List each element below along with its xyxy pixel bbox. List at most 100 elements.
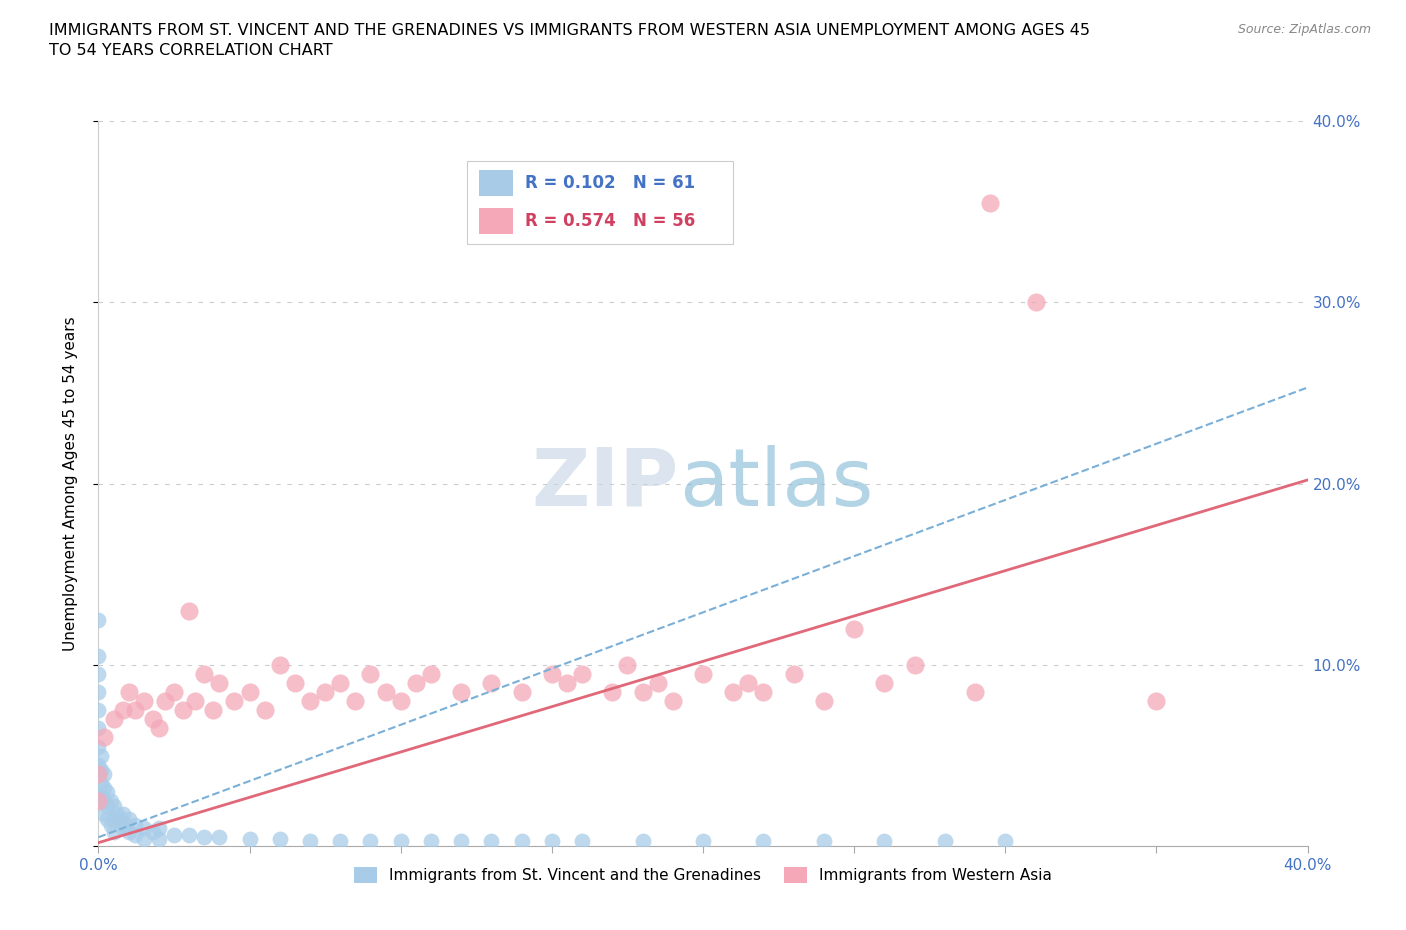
Point: [118, 684, 141, 699]
Point: [103, 824, 125, 839]
Point: [208, 675, 231, 690]
Point: [111, 806, 134, 821]
Point: [148, 721, 170, 736]
Point: [163, 828, 186, 843]
Point: [93, 781, 115, 796]
Point: [994, 833, 1017, 848]
Point: [96, 812, 118, 827]
Point: [389, 833, 412, 848]
Point: [224, 694, 246, 709]
Point: [103, 712, 125, 727]
Point: [93, 730, 115, 745]
Point: [329, 675, 352, 690]
Point: [540, 667, 562, 682]
Point: [100, 793, 122, 808]
Point: [269, 658, 291, 672]
Point: [87, 667, 110, 682]
Point: [481, 833, 503, 848]
Point: [299, 694, 322, 709]
Point: [813, 694, 835, 709]
Text: R = 0.102   N = 61: R = 0.102 N = 61: [526, 174, 696, 192]
Point: [87, 793, 110, 808]
Point: [148, 831, 170, 846]
Point: [752, 833, 775, 848]
Text: Source: ZipAtlas.com: Source: ZipAtlas.com: [1237, 23, 1371, 36]
Point: [118, 812, 141, 827]
Point: [360, 833, 382, 848]
Point: [540, 833, 562, 848]
Point: [1024, 295, 1046, 310]
Point: [172, 703, 194, 718]
Point: [344, 694, 367, 709]
Point: [90, 763, 112, 777]
Point: [142, 712, 165, 727]
Point: [90, 748, 112, 763]
Text: R = 0.574   N = 56: R = 0.574 N = 56: [526, 212, 696, 230]
FancyBboxPatch shape: [467, 161, 734, 245]
Point: [481, 675, 503, 690]
FancyBboxPatch shape: [479, 169, 513, 195]
Point: [132, 821, 155, 836]
Point: [132, 694, 155, 709]
Point: [979, 195, 1001, 210]
Point: [90, 776, 112, 790]
Point: [389, 694, 412, 709]
Point: [90, 788, 112, 803]
Point: [602, 684, 624, 699]
Point: [114, 817, 136, 832]
Point: [93, 793, 115, 808]
Point: [405, 675, 427, 690]
Legend: Immigrants from St. Vincent and the Grenadines, Immigrants from Western Asia: Immigrants from St. Vincent and the Gren…: [347, 861, 1059, 889]
Point: [111, 703, 134, 718]
Point: [374, 684, 396, 699]
Y-axis label: Unemployment Among Ages 45 to 54 years: Unemployment Among Ages 45 to 54 years: [63, 316, 77, 651]
Point: [142, 824, 165, 839]
Point: [103, 799, 125, 814]
Point: [510, 684, 533, 699]
Point: [124, 817, 146, 832]
Point: [420, 833, 443, 848]
Point: [153, 694, 176, 709]
Point: [450, 833, 472, 848]
Point: [87, 612, 110, 627]
Point: [239, 831, 262, 846]
Point: [208, 830, 231, 844]
Text: IMMIGRANTS FROM ST. VINCENT AND THE GRENADINES VS IMMIGRANTS FROM WESTERN ASIA U: IMMIGRANTS FROM ST. VINCENT AND THE GREN…: [49, 23, 1090, 58]
Point: [111, 821, 134, 836]
Point: [163, 684, 186, 699]
Point: [783, 667, 806, 682]
Point: [179, 604, 201, 618]
Point: [87, 739, 110, 754]
Point: [571, 667, 593, 682]
Point: [239, 684, 262, 699]
Point: [148, 821, 170, 836]
Point: [934, 833, 956, 848]
Text: atlas: atlas: [679, 445, 873, 523]
Point: [124, 828, 146, 843]
Point: [510, 833, 533, 848]
Point: [555, 675, 578, 690]
Point: [132, 831, 155, 846]
Point: [108, 812, 131, 827]
Point: [647, 675, 669, 690]
Point: [299, 833, 322, 848]
Point: [269, 831, 291, 846]
Point: [661, 694, 683, 709]
Point: [87, 684, 110, 699]
Point: [360, 667, 382, 682]
Point: [329, 833, 352, 848]
Point: [87, 703, 110, 718]
Point: [965, 684, 987, 699]
Point: [752, 684, 775, 699]
Point: [87, 648, 110, 663]
Point: [103, 812, 125, 827]
Point: [100, 817, 122, 832]
Point: [179, 828, 201, 843]
Point: [737, 675, 759, 690]
Point: [616, 658, 638, 672]
Point: [1144, 694, 1167, 709]
Point: [124, 703, 146, 718]
Point: [284, 675, 307, 690]
Point: [692, 667, 714, 682]
Point: [723, 684, 745, 699]
